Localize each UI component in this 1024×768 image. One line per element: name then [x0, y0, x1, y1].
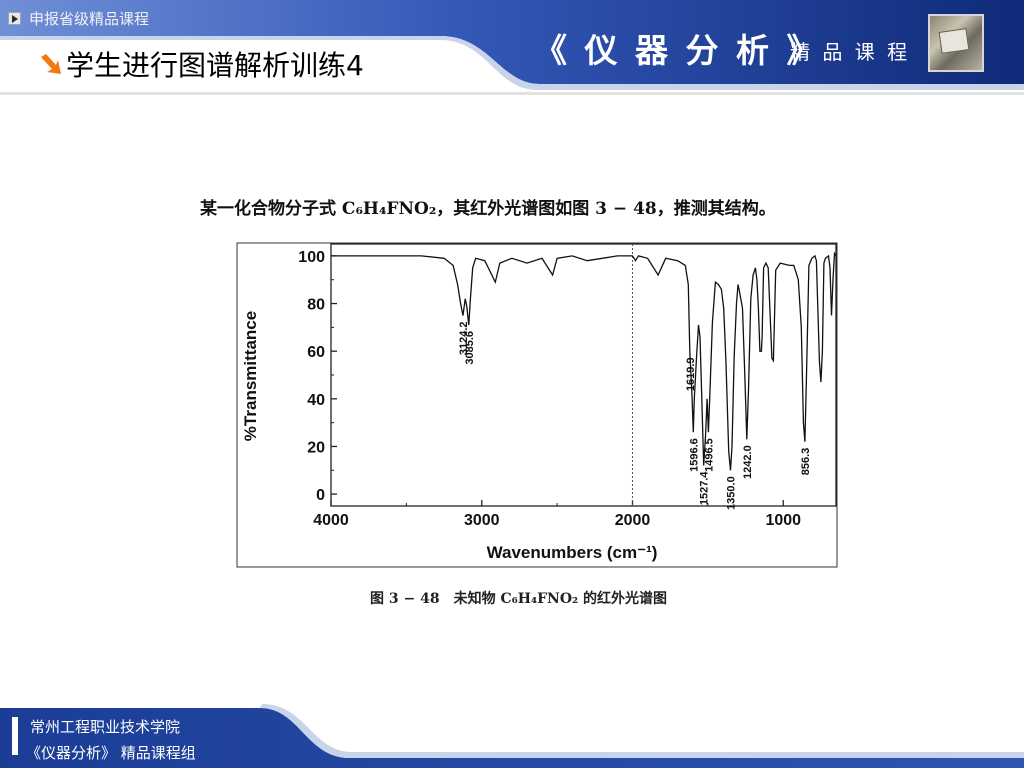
peak-label: 856.3	[800, 448, 812, 476]
ir-spectrum-chart: 0 20 40 60 80 100 4000 3000 2000 1000 3124.23085…	[236, 242, 838, 568]
x-tick-label: 1000	[765, 512, 801, 529]
y-tick-label: 40	[307, 392, 325, 409]
plot-area	[330, 243, 837, 507]
instrument-image	[938, 28, 970, 54]
y-tick-label: 100	[298, 249, 325, 266]
x-tick-label: 4000	[313, 512, 349, 529]
x-tick-label: 2000	[615, 512, 651, 529]
peak-label: 1527.4	[699, 471, 711, 506]
y-tick-label: 60	[307, 344, 325, 361]
peak-label: 1242.0	[742, 445, 754, 479]
course-title: 《 仪 器 分 析 》	[534, 31, 823, 70]
y-tick-label: 20	[307, 439, 325, 456]
peak-label: 1496.5	[703, 438, 715, 472]
peak-label: 1350.0	[726, 476, 738, 510]
question-text: 某一化合物分子式 C₆H₄FNO₂，其红外光谱图如图 3 − 48，推测其结构。	[200, 199, 776, 219]
peak-label: 1596.6	[688, 438, 700, 472]
play-icon	[8, 12, 21, 25]
peak-label: 1619.9	[685, 358, 697, 392]
peak-label: 3085.6	[464, 331, 476, 365]
slide-title: 学生进行图谱解析训练4	[38, 44, 364, 84]
footer-school: 常州工程职业技术学院	[30, 718, 181, 736]
footer-course-group: 《仪器分析》 精品课程组	[26, 744, 196, 762]
peak-label: 3124.2	[458, 322, 470, 356]
figure-caption: 图 3 − 48 未知物 C₆H₄FNO₂ 的红外光谱图	[370, 591, 668, 607]
y-tick-label: 80	[307, 297, 325, 314]
header-banner	[0, 0, 1024, 95]
spectrum-line	[331, 251, 837, 471]
x-tick-label: 3000	[464, 512, 500, 529]
footer-accent-bar	[12, 717, 18, 755]
lab-photo-thumbnail	[928, 14, 984, 72]
tagline: 申报省级精品课程	[8, 8, 149, 29]
x-axis-label: Wavenumbers (cm⁻¹)	[487, 543, 658, 562]
tagline-text: 申报省级精品课程	[29, 10, 150, 28]
course-subtitle: 精 品 课 程	[790, 40, 911, 64]
chart-border	[236, 242, 838, 568]
arrow-icon	[41, 54, 61, 74]
y-axis-label: %Transmittance	[241, 311, 260, 441]
slide-title-text: 学生进行图谱解析训练4	[66, 49, 364, 82]
footer-banner	[0, 704, 1024, 768]
y-tick-label: 0	[316, 487, 325, 504]
